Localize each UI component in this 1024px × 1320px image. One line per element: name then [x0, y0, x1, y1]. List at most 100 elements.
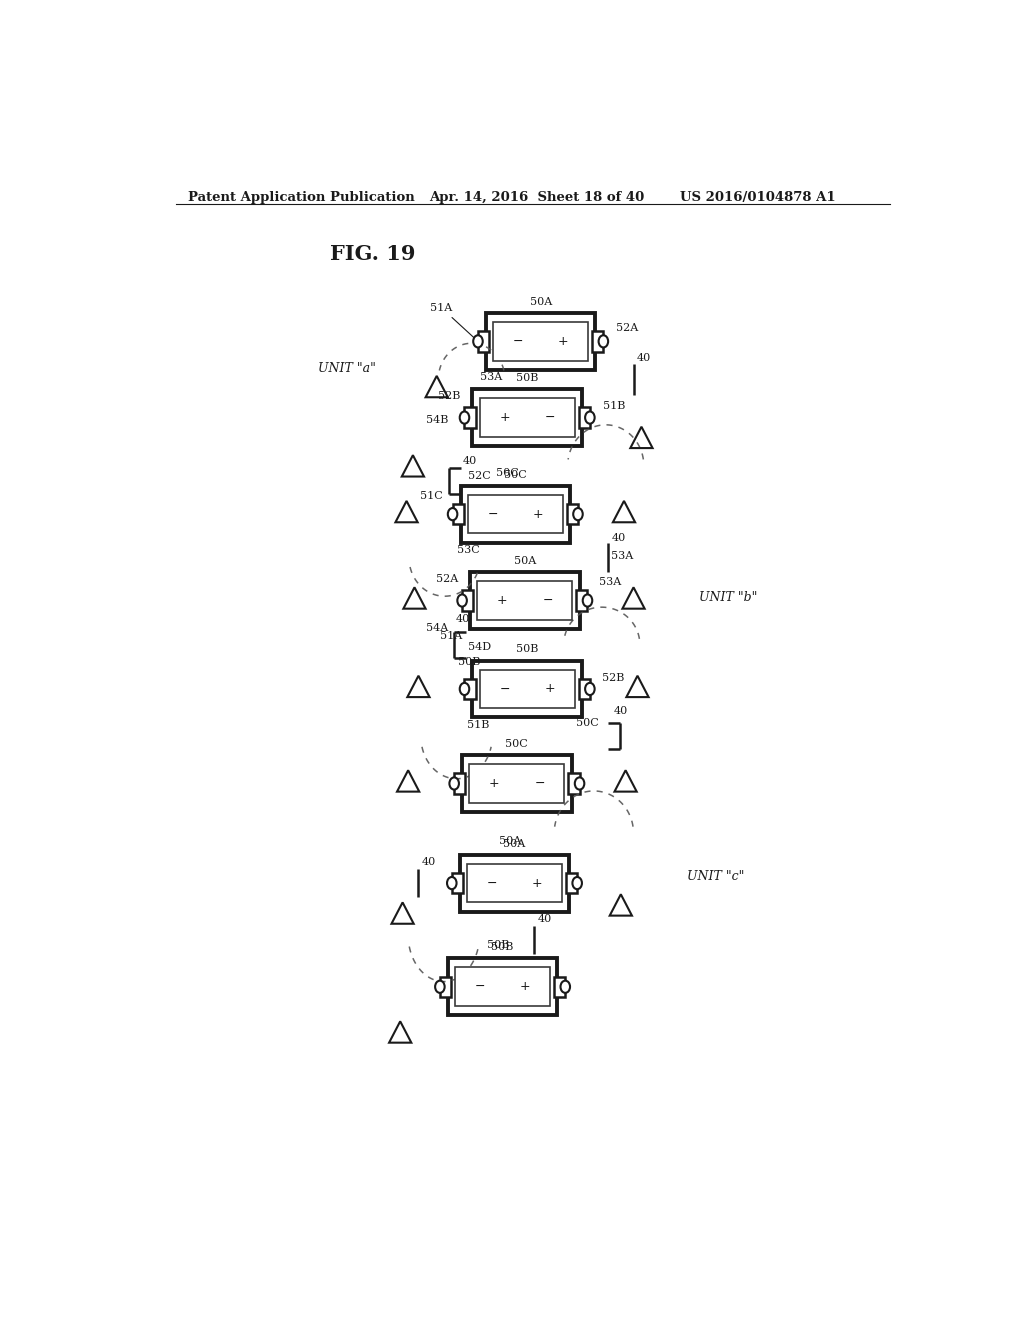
Text: 50B: 50B [487, 940, 510, 950]
Bar [479, 669, 574, 709]
Text: −: − [475, 981, 485, 993]
Text: +: + [532, 508, 544, 520]
Text: 53A: 53A [611, 552, 634, 561]
Text: UNIT "c": UNIT "c" [687, 870, 744, 883]
Text: 51A: 51A [430, 302, 476, 339]
Circle shape [460, 412, 469, 424]
Text: 40: 40 [613, 706, 628, 715]
Text: +: + [520, 981, 530, 993]
Text: 40: 40 [538, 913, 552, 924]
Text: 50C: 50C [506, 739, 528, 748]
Text: 53C: 53C [457, 545, 479, 554]
Bar [468, 495, 563, 533]
Text: 40: 40 [456, 614, 470, 624]
Bar [447, 958, 557, 1015]
Text: 52A: 52A [616, 323, 638, 333]
Text: +: + [531, 876, 543, 890]
Text: 50A: 50A [500, 837, 521, 846]
Circle shape [560, 981, 570, 993]
Bar [494, 322, 589, 360]
Text: +: + [558, 335, 568, 348]
Circle shape [599, 335, 608, 347]
Bar [579, 408, 590, 428]
Text: 51C: 51C [420, 491, 443, 500]
Text: 50A: 50A [514, 556, 536, 566]
Text: +: + [499, 411, 510, 424]
Text: −: − [487, 508, 498, 520]
Circle shape [572, 876, 582, 890]
Text: 50A: 50A [504, 838, 525, 849]
Bar [592, 331, 603, 351]
Bar [462, 755, 571, 812]
Bar [577, 590, 588, 611]
Text: 52B: 52B [438, 391, 461, 401]
Text: Patent Application Publication: Patent Application Publication [187, 191, 415, 203]
Circle shape [583, 594, 592, 607]
Text: +: + [488, 777, 500, 789]
Bar [465, 408, 475, 428]
Text: −: − [535, 777, 545, 789]
Text: 50A: 50A [529, 297, 552, 306]
Circle shape [574, 777, 585, 789]
Bar [467, 863, 562, 903]
Bar [465, 678, 475, 700]
Text: 50C: 50C [504, 470, 526, 479]
Text: −: − [513, 335, 523, 348]
Text: 54B: 54B [426, 414, 449, 425]
Text: 52C: 52C [468, 471, 492, 480]
Bar [567, 504, 578, 524]
Bar [472, 389, 582, 446]
Circle shape [447, 508, 458, 520]
Text: 50C: 50C [577, 718, 599, 729]
Bar [455, 774, 465, 793]
Text: 53A: 53A [480, 372, 503, 381]
Text: 40: 40 [463, 455, 477, 466]
Text: 50B: 50B [516, 374, 539, 383]
Text: 40: 40 [611, 533, 626, 543]
Circle shape [458, 594, 467, 607]
Text: US 2016/0104878 A1: US 2016/0104878 A1 [680, 191, 836, 203]
Bar [554, 977, 565, 997]
Text: 53A: 53A [599, 577, 622, 587]
Circle shape [447, 876, 457, 890]
Text: UNIT "b": UNIT "b" [699, 590, 758, 603]
Bar [470, 572, 580, 630]
Circle shape [450, 777, 459, 789]
Bar [486, 313, 595, 370]
Bar [452, 873, 463, 894]
Circle shape [585, 682, 595, 696]
Bar [469, 764, 564, 803]
Text: 54D: 54D [468, 642, 490, 652]
Text: −: − [486, 876, 497, 890]
Bar [477, 581, 572, 620]
Bar [455, 968, 550, 1006]
Bar [440, 977, 451, 997]
Text: +: + [497, 594, 508, 607]
Bar [478, 331, 489, 351]
Circle shape [460, 682, 469, 696]
Text: −: − [545, 411, 555, 424]
Circle shape [585, 412, 595, 424]
Text: 54A: 54A [426, 623, 447, 634]
Text: 51B: 51B [467, 719, 489, 730]
Text: 50B: 50B [492, 942, 514, 952]
Bar [462, 590, 473, 611]
Bar [461, 486, 570, 543]
Text: 51A: 51A [440, 631, 462, 640]
Text: Apr. 14, 2016  Sheet 18 of 40: Apr. 14, 2016 Sheet 18 of 40 [430, 191, 645, 203]
Text: 52A: 52A [436, 574, 458, 585]
Text: 40: 40 [637, 354, 651, 363]
Text: 52B: 52B [602, 673, 625, 682]
Text: 50B: 50B [516, 644, 539, 655]
Text: 51B: 51B [602, 401, 625, 412]
Text: +: + [545, 682, 555, 696]
Circle shape [473, 335, 482, 347]
Text: −: − [543, 594, 553, 607]
Text: 50B: 50B [458, 657, 480, 667]
Text: −: − [500, 682, 510, 696]
Text: 50C: 50C [496, 467, 519, 478]
Circle shape [573, 508, 583, 520]
Bar [460, 854, 569, 912]
Bar [568, 774, 580, 793]
Bar [472, 660, 582, 718]
